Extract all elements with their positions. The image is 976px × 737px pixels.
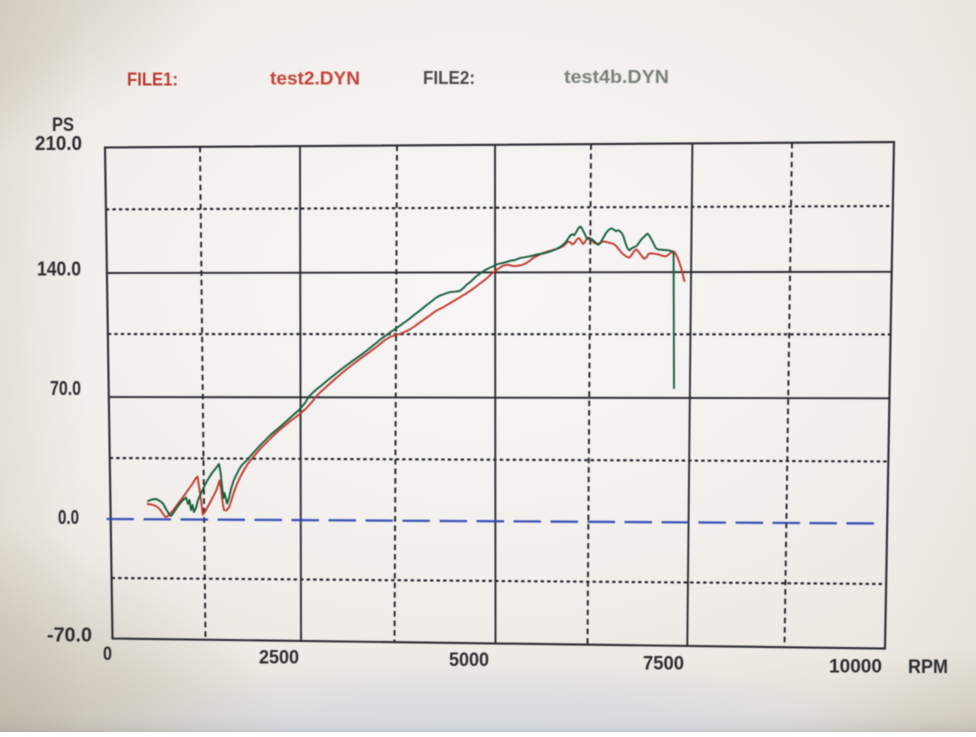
svg-text:-70.0: -70.0 — [47, 625, 92, 647]
svg-text:test4b.DYN: test4b.DYN — [564, 67, 669, 87]
svg-text:70.0: 70.0 — [50, 378, 81, 400]
svg-text:140.0: 140.0 — [37, 259, 81, 281]
svg-text:7500: 7500 — [643, 653, 684, 675]
svg-text:RPM: RPM — [908, 657, 948, 678]
svg-text:FILE1:: FILE1: — [127, 69, 178, 90]
svg-text:2500: 2500 — [259, 647, 299, 669]
svg-text:5000: 5000 — [449, 649, 489, 671]
svg-text:0: 0 — [103, 644, 112, 665]
svg-text:FILE2:: FILE2: — [423, 68, 475, 88]
svg-text:10000: 10000 — [829, 656, 882, 678]
svg-text:test2.DYN: test2.DYN — [270, 69, 360, 89]
svg-text:210.0: 210.0 — [35, 133, 82, 155]
svg-text:0.0: 0.0 — [58, 507, 79, 529]
